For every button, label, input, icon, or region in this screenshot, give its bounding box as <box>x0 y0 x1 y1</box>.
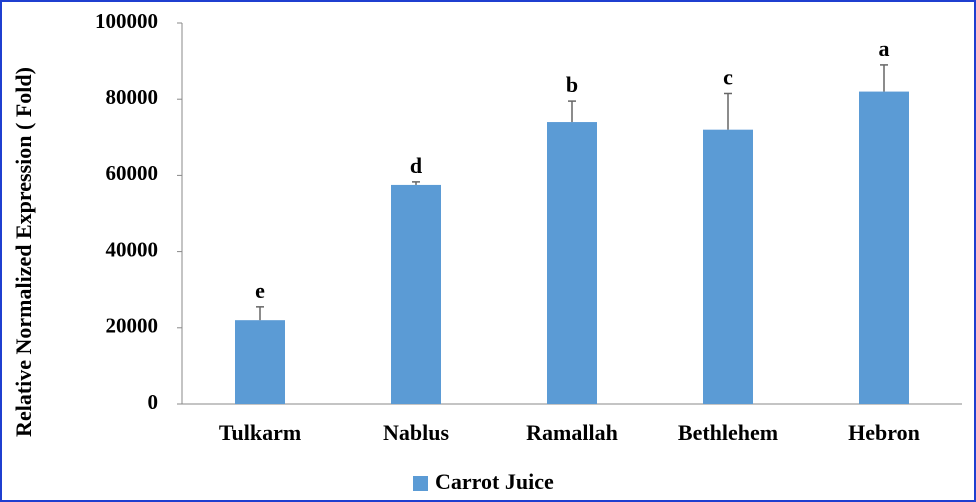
x-tick-label: Hebron <box>848 420 920 445</box>
bar <box>859 91 909 404</box>
bar <box>703 129 753 404</box>
y-tick-label: 0 <box>148 390 159 414</box>
y-axis-label: Relative Normalized Expression ( Fold) <box>11 67 36 437</box>
y-tick-label: 20000 <box>106 314 159 338</box>
annotation: b <box>566 72 578 97</box>
bar <box>391 184 441 404</box>
y-tick-label: 40000 <box>106 237 159 261</box>
x-tick-label: Bethlehem <box>678 420 778 445</box>
x-tick-label: Ramallah <box>526 420 618 445</box>
annotation: a <box>879 36 890 61</box>
bar <box>547 122 597 404</box>
y-tick-label: 80000 <box>106 85 159 109</box>
x-tick-label: Nablus <box>383 420 449 445</box>
y-tick-label: 100000 <box>95 9 158 33</box>
annotation: d <box>410 153 422 178</box>
annotation: c <box>723 65 733 90</box>
legend-label: Carrot Juice <box>435 469 554 494</box>
y-tick-label: 60000 <box>106 161 159 185</box>
bar <box>235 320 285 404</box>
annotation: e <box>255 278 265 303</box>
x-tick-label: Tulkarm <box>219 420 301 445</box>
legend-swatch <box>413 476 428 491</box>
